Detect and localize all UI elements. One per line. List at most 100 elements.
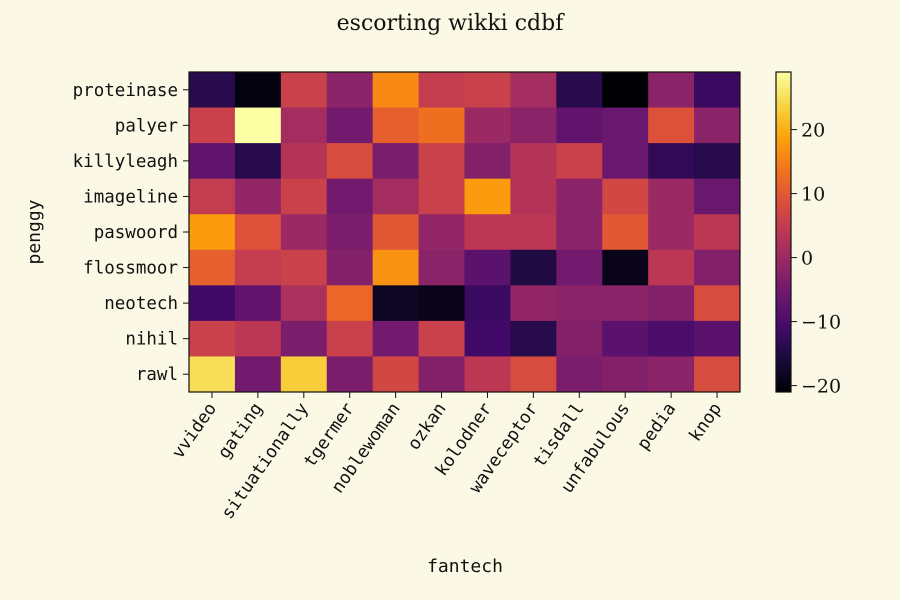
heatmap-cell [602, 72, 649, 108]
heatmap-cell [280, 285, 328, 322]
heatmap-cell [556, 214, 603, 251]
heatmap-cell [464, 249, 511, 286]
heatmap-cell [694, 72, 741, 108]
heatmap-cell [648, 72, 695, 108]
heatmap-cell [234, 72, 282, 108]
y-axis-label: penggy [24, 199, 45, 264]
heatmap-cell [280, 107, 328, 144]
heatmap-cell [372, 143, 419, 180]
heatmap-cell [602, 143, 649, 180]
heatmap-cell [189, 214, 236, 251]
heatmap-cell [418, 178, 465, 215]
y-tick-label: flossmoor [83, 259, 178, 279]
heatmap-cell [234, 249, 282, 286]
heatmap-cell [280, 320, 328, 357]
heatmap-cell [418, 72, 465, 108]
y-tick-label: rawl [136, 365, 178, 385]
heatmap-cell [234, 143, 282, 180]
heatmap-cell [280, 356, 328, 393]
heatmap-cell [648, 249, 695, 286]
y-tick-label: paswoord [94, 223, 178, 243]
x-tick-label: pedia [634, 399, 681, 454]
y-tick-label: neotech [104, 294, 178, 314]
heatmap-cell [694, 214, 741, 251]
heatmap-cell [556, 356, 603, 393]
heatmap-cell [556, 320, 603, 357]
heatmap-cell [694, 356, 741, 393]
colorbar-axis: −20 −10 0 10 20 [791, 120, 841, 398]
y-tick-label: proteinase [73, 81, 178, 101]
heatmap-cell [189, 320, 236, 357]
heatmap-cell [510, 249, 557, 286]
heatmap-cell [556, 72, 603, 108]
heatmap-cell [694, 320, 741, 357]
heatmap-cell [372, 320, 419, 357]
heatmap-cell [694, 285, 741, 322]
x-tick-label: ozkan [404, 399, 451, 454]
colorbar-tick-label: −20 [801, 376, 841, 398]
heatmap-cell [556, 178, 603, 215]
heatmap-cell [418, 143, 465, 180]
heatmap-cell [556, 143, 603, 180]
heatmap-cell [464, 214, 511, 251]
y-tick-label: nihil [125, 330, 178, 350]
x-axis: vvideogatingsituationallytgermernoblewom… [168, 392, 726, 523]
heatmap-cell [372, 178, 419, 215]
y-tick-label: palyer [115, 116, 178, 136]
heatmap-cell [694, 178, 741, 215]
heatmap-cell [418, 107, 465, 144]
heatmap-cell [510, 285, 557, 322]
heatmap-cell [602, 249, 649, 286]
heatmap-cell [556, 285, 603, 322]
heatmap-cell [694, 249, 741, 286]
colorbar-tick-label: 0 [801, 248, 813, 270]
heatmap-cell [326, 72, 374, 108]
heatmap-cells [189, 72, 741, 393]
heatmap-cell [372, 285, 419, 322]
heatmap-cell [694, 143, 741, 180]
heatmap-cell [280, 214, 328, 251]
heatmap-cell [510, 107, 557, 144]
colorbar-tick-label: 10 [801, 184, 825, 206]
heatmap-cell [510, 72, 557, 108]
heatmap-cell [189, 285, 236, 322]
heatmap-cell [510, 143, 557, 180]
heatmap-cell [326, 249, 374, 286]
colorbar-tick-label: −10 [801, 312, 841, 334]
x-tick-label: knop [686, 399, 727, 445]
chart-title: escorting wikki cdbf [337, 11, 566, 36]
heatmap-cell [326, 107, 374, 144]
heatmap-cell [602, 285, 649, 322]
heatmap-cell [556, 107, 603, 144]
heatmap-cell [189, 107, 236, 144]
heatmap-cell [510, 356, 557, 393]
heatmap-cell [648, 214, 695, 251]
heatmap-cell [234, 285, 282, 322]
heatmap-cell [418, 285, 465, 322]
heatmap-cell [234, 356, 282, 393]
x-tick-label: vvideo [168, 399, 221, 462]
colorbar [775, 71, 792, 393]
heatmap-cell [189, 72, 236, 108]
heatmap-cell [464, 143, 511, 180]
y-axis: proteinase palyer killyleagh imageline paswo… [73, 81, 189, 385]
heatmap-cell [326, 178, 374, 215]
heatmap-cell [189, 178, 236, 215]
heatmap-cell [189, 356, 236, 393]
heatmap-cell [418, 356, 465, 393]
heatmap-cell [280, 72, 328, 108]
heatmap-cell [326, 356, 374, 393]
heatmap-cell [602, 178, 649, 215]
heatmap-cell [464, 107, 511, 144]
heatmap-cell [189, 249, 236, 286]
heatmap-cell [464, 72, 511, 108]
y-tick-label: killyleagh [73, 152, 178, 172]
heatmap-cell [326, 320, 374, 357]
heatmap-cell [280, 143, 328, 180]
heatmap-cell [510, 320, 557, 357]
colorbar-tick-label: 20 [801, 120, 825, 142]
heatmap-cell [280, 178, 328, 215]
heatmap-cell [464, 178, 511, 215]
heatmap-cell [372, 214, 419, 251]
